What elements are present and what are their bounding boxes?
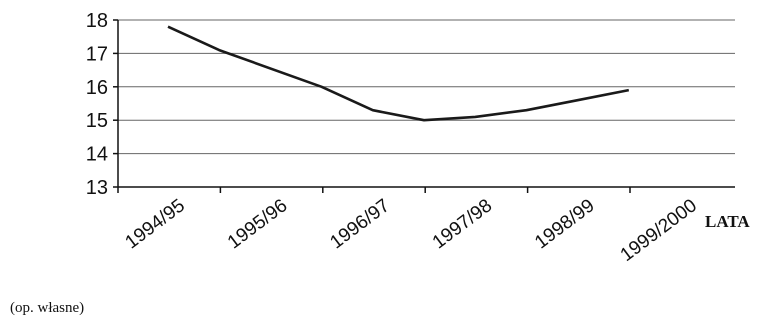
series-line <box>167 25 630 122</box>
y-tick-label: 16 <box>86 77 108 99</box>
y-tick-label: 17 <box>86 43 108 65</box>
x-tick-label: 1996/97 <box>326 195 393 253</box>
x-axis-label: LATA <box>705 212 750 231</box>
x-tick-label: 1994/95 <box>122 195 189 253</box>
x-tick-label: 1995/96 <box>224 195 291 253</box>
y-tick-label: 18 <box>86 10 108 32</box>
source-note: (op. własne) <box>10 300 85 316</box>
y-tick-label: 14 <box>86 144 108 166</box>
y-tick-label: 15 <box>86 110 108 132</box>
x-tick-label: 1998/99 <box>531 195 598 253</box>
x-tick-label: 1997/98 <box>429 195 496 253</box>
y-tick-label: 13 <box>86 177 108 199</box>
x-tick-label: 1999/2000 <box>617 195 701 266</box>
